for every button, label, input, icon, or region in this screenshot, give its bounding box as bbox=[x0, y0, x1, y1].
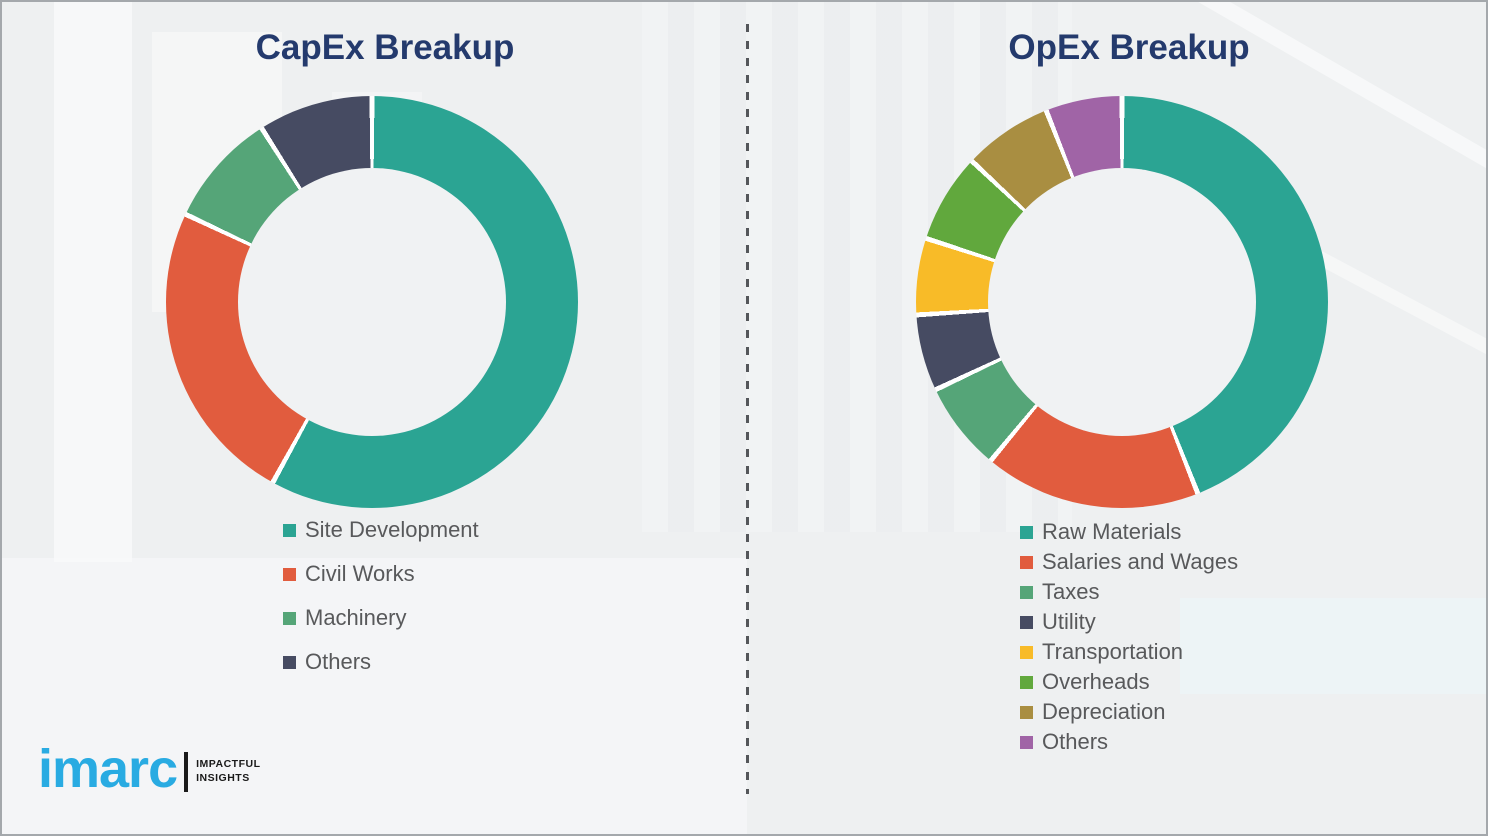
capex-legend: Site Development Civil Works Machinery Othe… bbox=[283, 518, 479, 694]
background-texture-shape bbox=[54, 2, 132, 562]
legend-item: Overheads bbox=[1020, 670, 1238, 694]
legend-label: Machinery bbox=[305, 605, 407, 630]
imarc-brand-wordmark: imarc bbox=[38, 739, 178, 799]
legend-item: Raw Materials bbox=[1020, 520, 1238, 544]
legend-item: Salaries and Wages bbox=[1020, 550, 1238, 574]
legend-item: Site Development bbox=[283, 518, 479, 542]
legend-label: Depreciation bbox=[1042, 699, 1166, 724]
legend-swatch-icon bbox=[1020, 525, 1033, 539]
legend-swatch-icon bbox=[1020, 615, 1033, 629]
opex-donut-chart bbox=[916, 96, 1328, 508]
legend-item: Transportation bbox=[1020, 640, 1238, 664]
legend-swatch-icon bbox=[1020, 675, 1033, 689]
logo-tagline-line2: INSIGHTS bbox=[196, 772, 250, 784]
capex-donut-chart bbox=[166, 96, 578, 508]
logo-tagline: IMPACTFUL INSIGHTS bbox=[196, 758, 260, 785]
legend-label: Others bbox=[1042, 729, 1109, 754]
legend-label: Raw Materials bbox=[1042, 519, 1182, 544]
background-texture-shape bbox=[1180, 598, 1486, 694]
legend-swatch-icon bbox=[1020, 735, 1033, 749]
dashed-divider-line bbox=[746, 24, 749, 794]
legend-swatch-icon bbox=[1020, 555, 1033, 569]
legend-swatch-icon bbox=[1020, 585, 1033, 599]
background-texture-shape bbox=[2, 558, 747, 834]
legend-swatch-icon bbox=[283, 523, 296, 537]
legend-label: Taxes bbox=[1042, 579, 1100, 604]
capex-panel: CapEx Breakup Site Development Civil Work… bbox=[2, 2, 746, 834]
legend-label: Civil Works bbox=[305, 561, 415, 586]
legend-item: Utility bbox=[1020, 610, 1238, 634]
opex-panel: OpEx Breakup Raw Materials Salaries and W… bbox=[746, 2, 1486, 834]
legend-label: Salaries and Wages bbox=[1042, 549, 1239, 574]
legend-swatch-icon bbox=[1020, 705, 1033, 719]
legend-label: Utility bbox=[1042, 609, 1096, 634]
legend-item: Machinery bbox=[283, 606, 479, 630]
legend-label: Transportation bbox=[1042, 639, 1184, 664]
legend-swatch-icon bbox=[283, 611, 296, 625]
legend-item: Civil Works bbox=[283, 562, 479, 586]
legend-label: Overheads bbox=[1042, 669, 1150, 694]
legend-swatch-icon bbox=[1020, 645, 1033, 659]
opex-chart-title: OpEx Breakup bbox=[1008, 28, 1250, 67]
imarc-logo: imarc IMPACTFUL INSIGHTS bbox=[38, 742, 261, 796]
logo-tagline-line1: IMPACTFUL bbox=[196, 758, 261, 771]
legend-item: Others bbox=[1020, 730, 1238, 754]
legend-item: Taxes bbox=[1020, 580, 1238, 604]
legend-label: Site Development bbox=[305, 517, 479, 542]
logo-divider-bar bbox=[184, 752, 189, 792]
opex-legend: Raw Materials Salaries and Wages Taxes Util… bbox=[1020, 520, 1238, 760]
capex-chart-title: CapEx Breakup bbox=[255, 28, 515, 67]
legend-label: Others bbox=[305, 649, 372, 674]
legend-item: Depreciation bbox=[1020, 700, 1238, 724]
legend-swatch-icon bbox=[283, 655, 296, 669]
legend-swatch-icon bbox=[283, 567, 296, 581]
legend-item: Others bbox=[283, 650, 479, 674]
